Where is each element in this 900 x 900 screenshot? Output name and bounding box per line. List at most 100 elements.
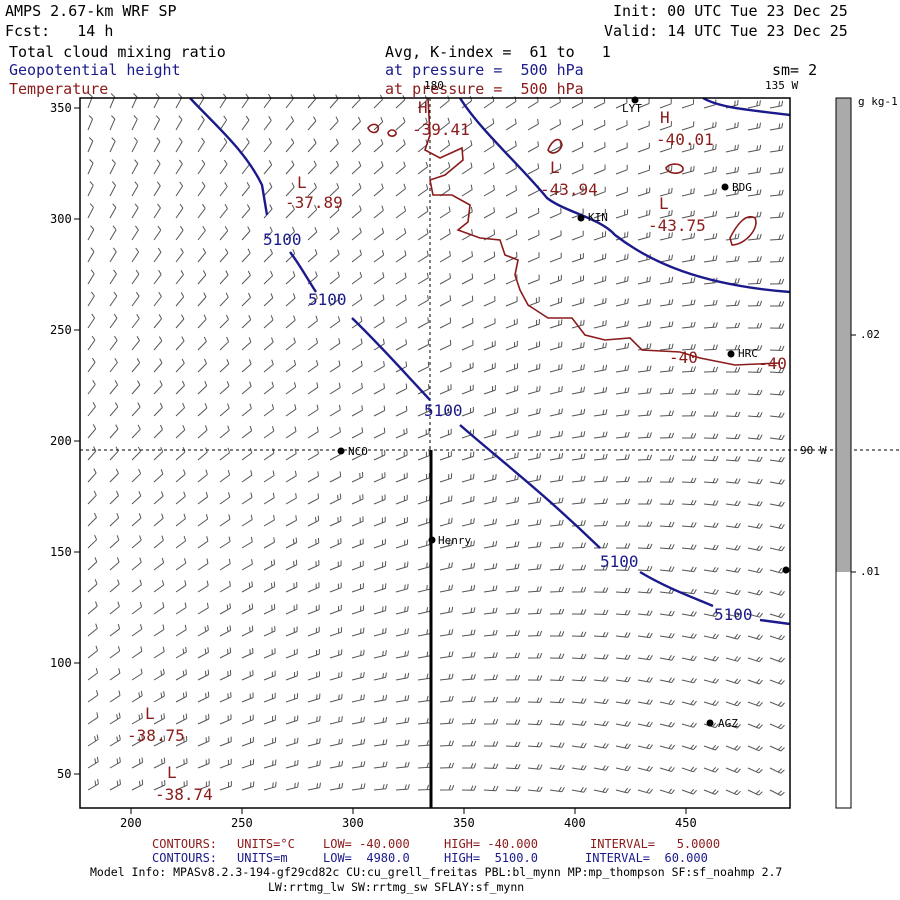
wind-barb bbox=[175, 535, 187, 549]
wind-barb bbox=[417, 517, 431, 527]
wind-barb bbox=[131, 247, 140, 263]
wind-barb bbox=[307, 782, 321, 791]
wind-barb bbox=[439, 695, 454, 703]
wind-barb bbox=[637, 632, 653, 639]
wind-barb bbox=[395, 628, 409, 637]
wind-barb bbox=[417, 561, 431, 571]
wind-barb bbox=[285, 116, 295, 131]
footer-model-info-2: LW:rrtmg_lw SW:rrtmg_sw SFLAY:sf_mynn bbox=[268, 880, 525, 894]
wind-barb bbox=[307, 649, 320, 659]
wind-barb bbox=[307, 560, 320, 571]
wind-barb bbox=[593, 720, 609, 727]
wind-barb bbox=[659, 143, 673, 153]
wind-barb bbox=[593, 164, 606, 175]
wind-barb bbox=[285, 315, 296, 329]
wind-barb bbox=[263, 160, 273, 175]
wind-barb bbox=[483, 207, 495, 219]
temp-contour-label: -40 bbox=[758, 354, 787, 373]
footer-contours1-interval: INTERVAL= 5.0000 bbox=[590, 837, 721, 851]
colorbar-frame bbox=[835, 97, 852, 809]
wind-barb bbox=[593, 231, 607, 241]
wind-barb bbox=[703, 389, 719, 395]
wind-barb bbox=[87, 534, 98, 549]
wind-barb bbox=[659, 610, 675, 617]
field-height-desc: at pressure = 500 hPa bbox=[385, 61, 584, 79]
wind-barb bbox=[109, 203, 117, 219]
wind-barb bbox=[395, 494, 408, 505]
wind-barb bbox=[505, 585, 520, 593]
wind-barb bbox=[373, 294, 385, 307]
wind-barb bbox=[197, 736, 210, 747]
wind-barb bbox=[769, 367, 785, 374]
wind-barb bbox=[725, 389, 741, 395]
wind-barb bbox=[285, 604, 298, 615]
wind-barb bbox=[307, 382, 319, 395]
wind-barb bbox=[615, 787, 631, 794]
wind-barb bbox=[219, 359, 230, 373]
wind-barb bbox=[87, 291, 95, 307]
wind-barb bbox=[131, 424, 141, 439]
wind-barb bbox=[725, 478, 741, 484]
wind-barb bbox=[703, 322, 718, 329]
wind-barb bbox=[725, 122, 739, 131]
wind-barb bbox=[395, 583, 409, 593]
wind-barb bbox=[219, 204, 228, 219]
wind-barb bbox=[153, 602, 165, 615]
wind-barb bbox=[87, 313, 96, 329]
wind-barb bbox=[769, 167, 784, 175]
wind-barb bbox=[153, 691, 165, 703]
wind-barb bbox=[725, 322, 741, 329]
wind-barb bbox=[615, 120, 628, 131]
wind-barb bbox=[109, 646, 121, 659]
wind-barb bbox=[219, 647, 232, 659]
wind-barb bbox=[725, 233, 740, 241]
wind-barb bbox=[219, 159, 228, 175]
wind-barb bbox=[109, 159, 116, 175]
wind-barb bbox=[109, 137, 116, 153]
wind-barb bbox=[351, 227, 362, 241]
wind-barb bbox=[241, 759, 255, 769]
wind-barb bbox=[725, 144, 739, 153]
temp-low-marker: L bbox=[167, 763, 177, 782]
wind-barb bbox=[351, 716, 365, 725]
wind-barb bbox=[439, 295, 452, 307]
wind-barb bbox=[87, 778, 99, 791]
wind-barb bbox=[505, 140, 517, 153]
wind-barb bbox=[241, 647, 254, 659]
wind-barb bbox=[747, 323, 763, 329]
wind-barb bbox=[241, 248, 251, 263]
wind-barb bbox=[263, 448, 275, 461]
wind-barb bbox=[703, 633, 719, 640]
wind-barb bbox=[131, 336, 140, 351]
wind-barb bbox=[175, 181, 184, 197]
wind-barb bbox=[725, 745, 741, 751]
wind-barb bbox=[241, 536, 253, 549]
wind-barb bbox=[153, 225, 162, 241]
footer-contours2-low: LOW= 4980.0 bbox=[323, 851, 410, 865]
wind-barb bbox=[373, 94, 383, 109]
wind-barb bbox=[153, 291, 162, 307]
wind-barb bbox=[373, 361, 385, 373]
wind-barb bbox=[197, 336, 207, 351]
wind-barb bbox=[329, 716, 343, 725]
wind-barb bbox=[373, 650, 387, 659]
wind-barb bbox=[175, 646, 187, 659]
wind-barb bbox=[351, 494, 364, 505]
wind-barb bbox=[549, 141, 562, 153]
wind-barb bbox=[285, 138, 295, 153]
wind-barb bbox=[153, 380, 163, 395]
wind-barb bbox=[549, 97, 561, 109]
wind-barb bbox=[285, 448, 297, 461]
wind-barb bbox=[747, 678, 763, 685]
wind-barb bbox=[439, 162, 451, 175]
wind-barb bbox=[153, 735, 166, 747]
wind-barb bbox=[241, 514, 253, 527]
wind-barb bbox=[659, 410, 674, 417]
wind-barb bbox=[219, 603, 231, 615]
wind-barb bbox=[197, 248, 207, 263]
wind-barb bbox=[285, 293, 296, 307]
wind-barb bbox=[483, 741, 499, 747]
wind-barb bbox=[637, 165, 651, 175]
wind-barb bbox=[505, 674, 521, 681]
wind-barb bbox=[263, 270, 274, 285]
